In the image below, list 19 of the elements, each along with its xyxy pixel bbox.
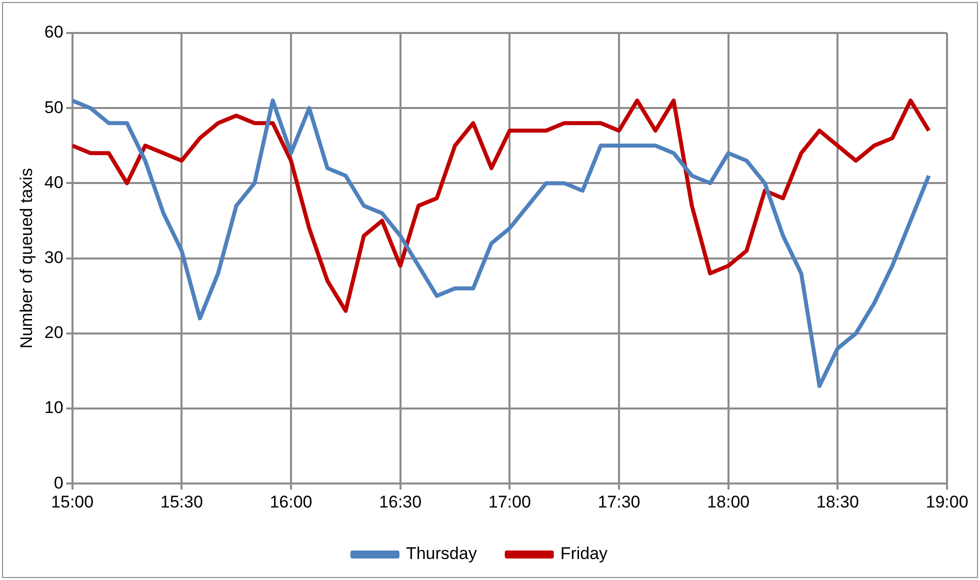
y-axis-title: Number of queued taxis — [16, 168, 36, 349]
y-tick-label: 60 — [44, 22, 64, 42]
y-tick-label: 30 — [44, 248, 64, 267]
x-tick-label: 15:30 — [160, 492, 203, 512]
x-tick-label: 17:30 — [598, 492, 640, 512]
x-tick-label: 18:30 — [816, 492, 859, 512]
y-tick-label: 50 — [44, 98, 64, 117]
x-tick-label: 17:00 — [488, 492, 531, 512]
y-tick-label: 0 — [54, 473, 64, 492]
y-tick-label: 10 — [44, 398, 64, 418]
x-tick-label: 19:00 — [926, 492, 968, 512]
legend-label: Friday — [560, 544, 608, 564]
y-tick-label: 40 — [44, 172, 64, 192]
x-tick-label: 15:00 — [51, 492, 94, 512]
y-tick-label: 20 — [44, 323, 64, 342]
legend-label: Thursday — [406, 544, 478, 564]
x-tick-label: 16:00 — [270, 492, 312, 512]
x-tick-label: 16:30 — [379, 492, 422, 512]
x-tick-label: 18:00 — [707, 492, 750, 512]
